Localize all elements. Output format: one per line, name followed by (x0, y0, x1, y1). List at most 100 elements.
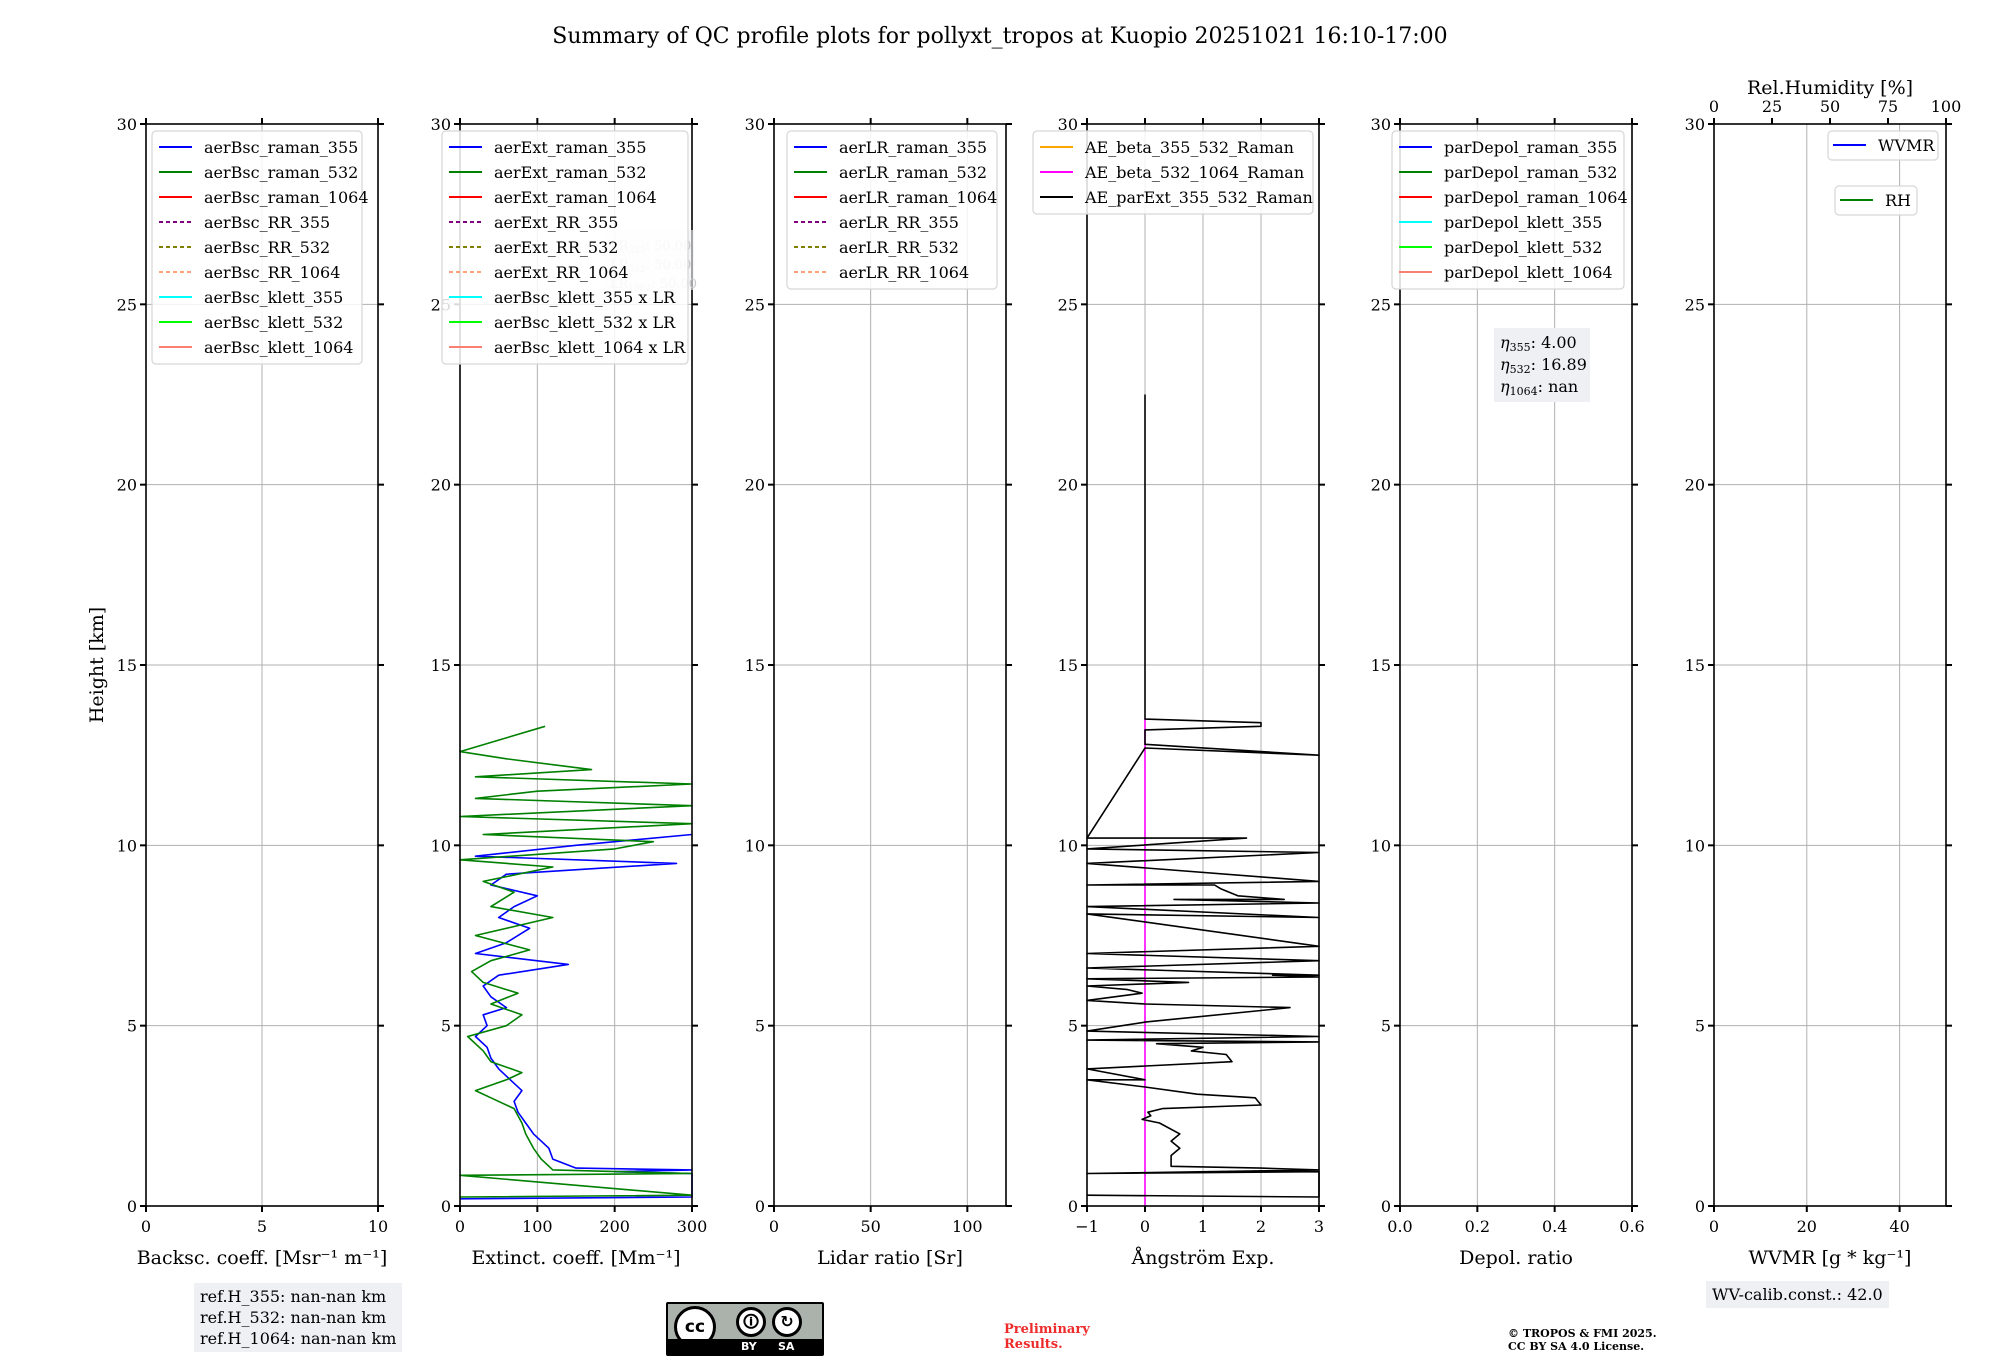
legend-entry: aerBsc_klett_355 x LR (494, 288, 676, 307)
y-tick-label: 5 (1381, 1017, 1391, 1036)
y-tick-label: 10 (745, 836, 765, 855)
x-tick-label: 100 (522, 1217, 553, 1236)
x-tick-label: 0 (141, 1217, 151, 1236)
preliminary-line-1: Preliminary (1004, 1322, 1090, 1337)
y-tick-label: 0 (127, 1197, 137, 1216)
legend-entry: aerLR_RR_355 (839, 213, 959, 232)
x-tick-label: 50 (860, 1217, 880, 1236)
x-tick-label: 20 (1797, 1217, 1817, 1236)
annotation-line: η355: 4.00 (1500, 333, 1577, 354)
x-tick-label: 5 (257, 1217, 267, 1236)
legend-entry: aerBsc_klett_1064 (204, 338, 353, 357)
reference-height-box: ref.H_355: nan-nan km ref.H_532: nan-nan… (194, 1283, 403, 1352)
x-tick-label: 0.2 (1465, 1217, 1490, 1236)
series-line-ae_parext_355_532_raman (1086, 394, 1320, 1198)
x-tick-label: 0.0 (1387, 1217, 1412, 1236)
legend-entry: aerBsc_RR_532 (204, 238, 330, 257)
y-tick-label: 5 (441, 1017, 451, 1036)
y-tick-label: 0 (1695, 1197, 1705, 1216)
series-line-aerext_raman_532 (459, 725, 693, 1198)
legend-entry: parDepol_klett_532 (1444, 238, 1602, 257)
annotation-line: η1064: nan (1500, 377, 1578, 398)
legend-entry: aerExt_RR_532 (494, 238, 618, 257)
y-tick-label: 30 (1685, 115, 1705, 134)
refh-355: ref.H_355: nan-nan km (200, 1287, 387, 1306)
x-axis-label: Backsc. coeff. [Msr⁻¹ m⁻¹] (137, 1247, 388, 1269)
x-axis-label: Lidar ratio [Sr] (817, 1247, 963, 1269)
y-axis-label: Height [km] (86, 607, 108, 723)
legend-entry: aerExt_RR_355 (494, 213, 618, 232)
panel-depolarization: 0.0 0.2 0.4 0.6 0 5 10 15 20 25 30 Depol. ratio η355… (1371, 115, 1645, 1269)
x-tick-label: 0 (1140, 1217, 1150, 1236)
legend-entry: aerExt_raman_355 (494, 138, 647, 157)
y-tick-label: 20 (1371, 476, 1391, 495)
legend-box (441, 130, 689, 365)
panel-lidar-ratio: 0 50 100 0 5 10 15 20 25 30 Lidar ratio [Sr] aerLR_… (745, 115, 1012, 1269)
y-tick-label: 20 (1058, 476, 1078, 495)
sa-label: SA (778, 1340, 795, 1353)
y-tick-label: 15 (1371, 656, 1391, 675)
x-tick-label: 300 (677, 1217, 708, 1236)
x-tick-label: 2 (1256, 1217, 1266, 1236)
share-alike-icon: ↻ (772, 1307, 802, 1337)
legend-entry: aerExt_RR_1064 (494, 263, 629, 282)
cc-badge-bar: BY SA (668, 1339, 822, 1354)
y-tick-label: 10 (431, 836, 451, 855)
x-axis-label: WVMR [g * kg⁻¹] (1749, 1247, 1912, 1269)
legend-entry: aerBsc_klett_355 (204, 288, 343, 307)
legend-entry: parDepol_raman_532 (1444, 163, 1617, 182)
top-x-tick-label: 0 (1709, 97, 1719, 116)
legend-entry: AE_beta_355_532_Raman (1084, 138, 1294, 157)
legend-entry: WVMR (1878, 136, 1935, 155)
legend-box (1834, 185, 1918, 216)
legend-entry: AE_beta_532_1064_Raman (1084, 163, 1304, 182)
panel-wvmr-rh: 0 20 40 0 5 10 15 20 25 30 WVMR [g * kg⁻¹] 0 25 50 75 1… (1685, 77, 1962, 1269)
attribution-person-icon: 🛈 (736, 1307, 766, 1337)
y-tick-label: 10 (1058, 836, 1078, 855)
legend-box (1032, 130, 1314, 215)
refh-1064: ref.H_1064: nan-nan km (200, 1329, 397, 1348)
by-label: BY (741, 1340, 757, 1353)
y-tick-label: 10 (1685, 836, 1705, 855)
annotation-line: η532: 16.89 (1500, 355, 1587, 376)
legend-entry: aerLR_raman_532 (839, 163, 987, 182)
legend-entry: aerExt_raman_1064 (494, 188, 657, 207)
series-line-aerext_raman_355 (459, 833, 693, 1200)
legend-entry: aerLR_RR_532 (839, 238, 959, 257)
y-tick-label: 15 (1058, 656, 1078, 675)
y-tick-label: 25 (1685, 295, 1705, 314)
legend-entry: parDepol_raman_355 (1444, 138, 1617, 157)
y-tick-label: 25 (1371, 295, 1391, 314)
legend-entry: aerBsc_RR_1064 (204, 263, 340, 282)
y-tick-label: 0 (441, 1197, 451, 1216)
legend-entry: parDepol_klett_1064 (1444, 263, 1613, 282)
top-x-tick-label: 75 (1878, 97, 1898, 116)
preliminary-results-note: Preliminary Results. (1004, 1322, 1090, 1352)
preliminary-line-2: Results. (1004, 1337, 1063, 1352)
legend-entry: parDepol_raman_1064 (1444, 188, 1628, 207)
legend-entry: aerBsc_raman_1064 (204, 188, 369, 207)
legend-entry: AE_parExt_355_532_Raman (1084, 188, 1313, 207)
top-x-tick-label: 25 (1762, 97, 1782, 116)
x-tick-label: 200 (599, 1217, 630, 1236)
y-tick-label: 5 (755, 1017, 765, 1036)
annotation-box (1494, 328, 1590, 402)
x-tick-label: 100 (952, 1217, 983, 1236)
y-tick-label: 15 (431, 656, 451, 675)
x-tick-label: 40 (1889, 1217, 1909, 1236)
legend-entry: aerBsc_raman_532 (204, 163, 358, 182)
y-tick-label: 15 (745, 656, 765, 675)
y-tick-label: 5 (1695, 1017, 1705, 1036)
legend-entry: parDepol_klett_355 (1444, 213, 1602, 232)
copyright-line-1: © TROPOS & FMI 2025. (1508, 1327, 1657, 1340)
y-tick-label: 10 (117, 836, 137, 855)
x-axis-label: Depol. ratio (1459, 1247, 1573, 1269)
x-axis-label: Ångström Exp. (1131, 1247, 1275, 1269)
top-x-axis-label: Rel.Humidity [%] (1747, 77, 1913, 99)
legend-entry: aerExt_raman_532 (494, 163, 647, 182)
x-tick-label: 0.4 (1542, 1217, 1567, 1236)
x-tick-label: 10 (368, 1217, 388, 1236)
